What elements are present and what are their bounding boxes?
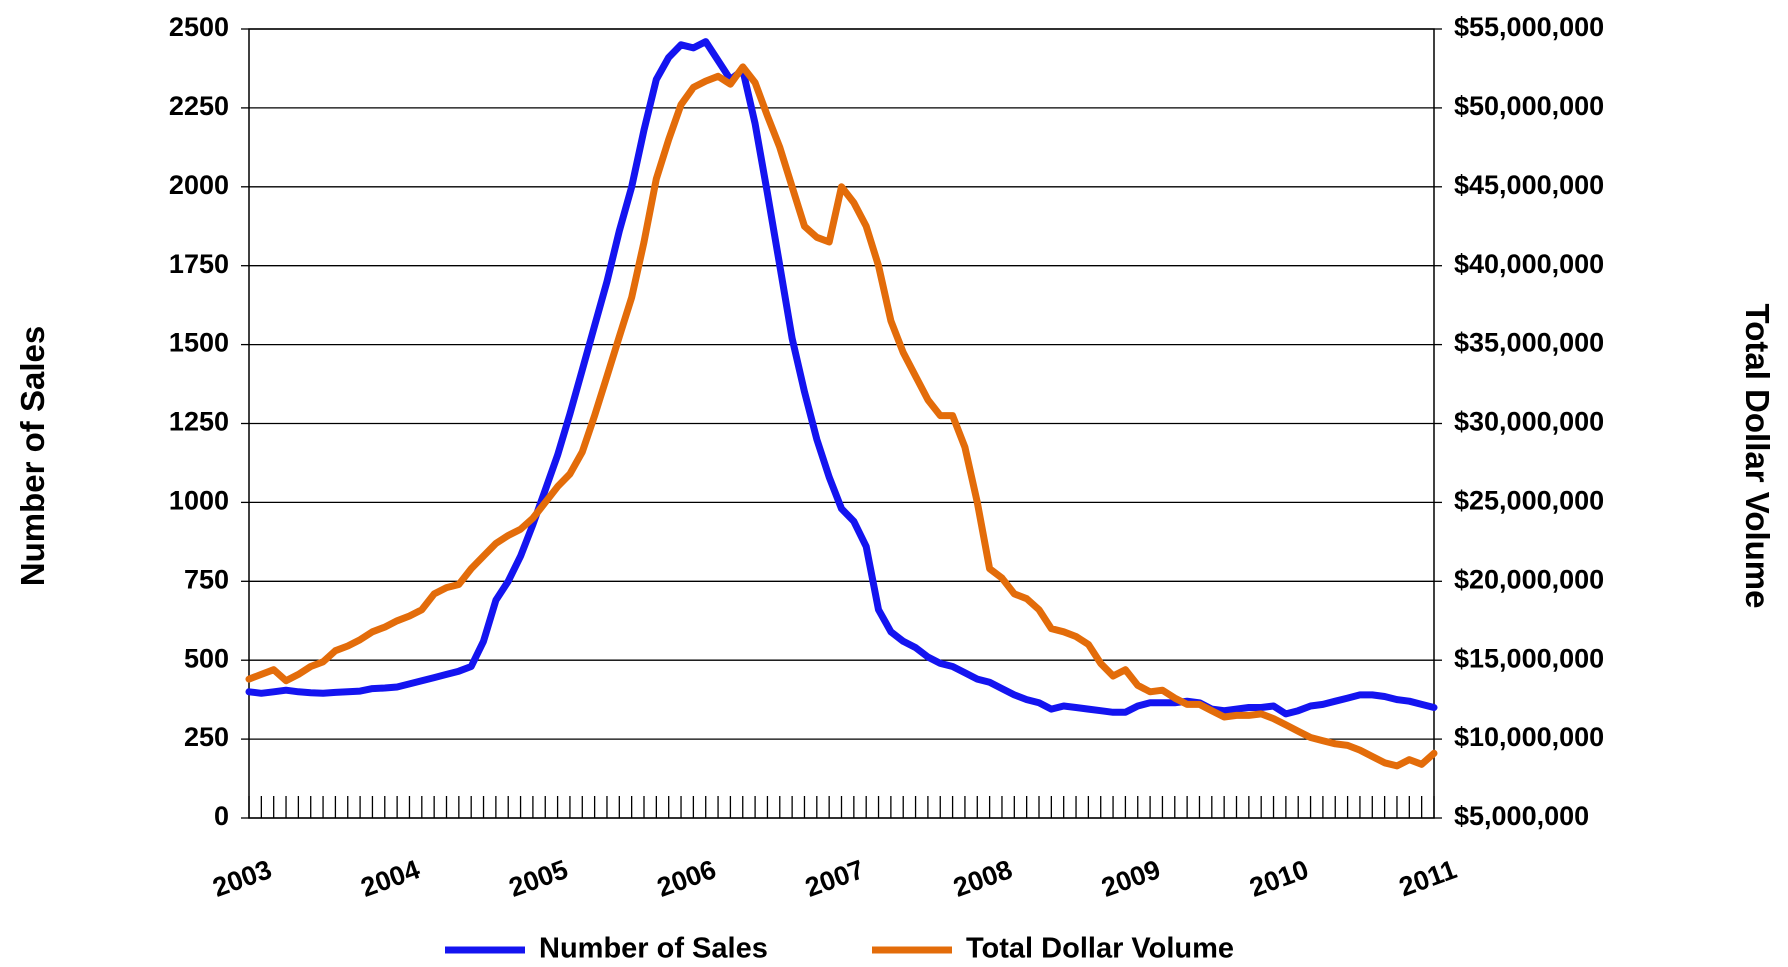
y-tick-label: 750 (184, 564, 229, 594)
y2-tick-label: $15,000,000 (1454, 643, 1604, 673)
y2-axis-title: Total Dollar Volume (1739, 304, 1776, 609)
y2-tick-label: $25,000,000 (1454, 486, 1604, 516)
x-tick-label: 2006 (653, 854, 720, 903)
y2-tick-label: $35,000,000 (1454, 328, 1604, 358)
x-tick-label: 2008 (949, 854, 1016, 903)
y2-tick-label: $40,000,000 (1454, 249, 1604, 279)
y-tick-label: 2500 (169, 12, 229, 42)
y-tick-label: 500 (184, 643, 229, 673)
y-tick-label: 1500 (169, 328, 229, 358)
x-tick-label: 2009 (1098, 854, 1165, 903)
series-line (245, 63, 1438, 770)
x-tick-label: 2003 (209, 854, 276, 903)
y2-tick-label: $10,000,000 (1454, 722, 1604, 752)
legend-label: Number of Sales (539, 933, 768, 965)
legend-label: Total Dollar Volume (966, 933, 1234, 965)
y-tick-label: 1250 (169, 407, 229, 437)
x-tick-label: 2005 (505, 854, 572, 903)
series-line (245, 38, 1438, 718)
y-tick-label: 250 (184, 722, 229, 752)
x-tick-label: 2007 (801, 854, 868, 903)
x-tick-label: 2004 (357, 854, 424, 903)
y2-tick-label: $20,000,000 (1454, 564, 1604, 594)
y-tick-label: 2250 (169, 91, 229, 121)
y2-tick-label: $45,000,000 (1454, 170, 1604, 200)
x-tick-label: 2011 (1395, 854, 1460, 902)
y2-tick-label: $30,000,000 (1454, 407, 1604, 437)
y-tick-label: 2000 (169, 170, 229, 200)
x-tick-label: 2010 (1246, 854, 1313, 903)
y2-tick-label: $55,000,000 (1454, 12, 1604, 42)
y-tick-label: 1750 (169, 249, 229, 279)
y2-tick-label: $50,000,000 (1454, 91, 1604, 121)
y-tick-label: 0 (214, 801, 229, 831)
y-tick-label: 1000 (169, 486, 229, 516)
y-axis-title: Number of Sales (14, 326, 51, 586)
y2-tick-label: $5,000,000 (1454, 801, 1589, 831)
